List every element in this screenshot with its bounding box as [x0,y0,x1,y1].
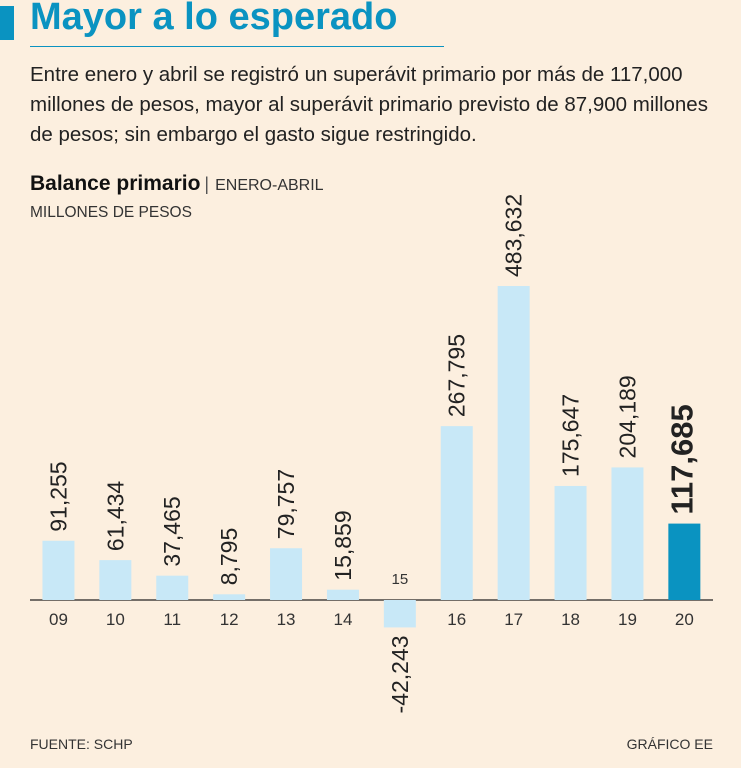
category-label-15: 15 [392,571,409,588]
bar-10 [99,560,132,600]
bar-18 [554,485,587,600]
bar-12 [213,594,246,600]
category-label-10: 10 [106,610,125,629]
value-label-09: 91,255 [45,461,71,531]
intro-text: Entre enero y abril se registró un super… [30,63,708,146]
chart-header: Balance primario | ENERO-ABRIL [30,172,324,196]
category-label-19: 19 [618,610,637,629]
value-label-11: 37,465 [159,496,185,566]
bar-09 [42,540,75,600]
category-label-20: 20 [675,610,694,629]
title-separator: | [204,174,210,194]
category-label-13: 13 [277,610,296,629]
accent-bar [0,6,14,40]
chart-title: Balance primario [30,172,201,195]
bar-17 [497,286,530,600]
source-note: FUENTE: SCHP [30,736,133,752]
value-label-16: 267,795 [444,334,470,417]
page-title: Mayor a lo esperado [30,0,398,38]
category-label-18: 18 [561,610,580,629]
value-label-12: 8,795 [216,528,242,586]
bar-15 [383,600,416,628]
category-label-09: 09 [49,610,68,629]
bar-20 [668,523,701,600]
chart-subtitle: ENERO-ABRIL [215,177,324,194]
value-label-13: 79,757 [273,469,299,539]
value-label-18: 175,647 [558,394,584,477]
category-label-17: 17 [504,610,523,629]
value-label-19: 204,189 [614,375,640,458]
category-label-11: 11 [163,610,181,629]
value-label-17: 483,632 [501,194,527,277]
bar-16 [440,426,473,600]
category-label-12: 12 [220,610,239,629]
value-label-20: 117,685 [664,404,699,514]
category-label-16: 16 [447,610,466,629]
bar-19 [611,467,644,600]
bar-14 [326,589,359,600]
bar-13 [270,548,303,600]
graphic-credit: GRÁFICO EE [626,736,713,752]
bar-11 [156,575,189,600]
value-label-15: -42,243 [387,635,413,713]
value-label-14: 15,859 [330,510,356,580]
chart-units: MILLONES DE PESOS [30,204,192,221]
category-label-14: 14 [333,610,352,629]
value-label-10: 61,434 [102,481,128,552]
title-rule [30,46,444,47]
